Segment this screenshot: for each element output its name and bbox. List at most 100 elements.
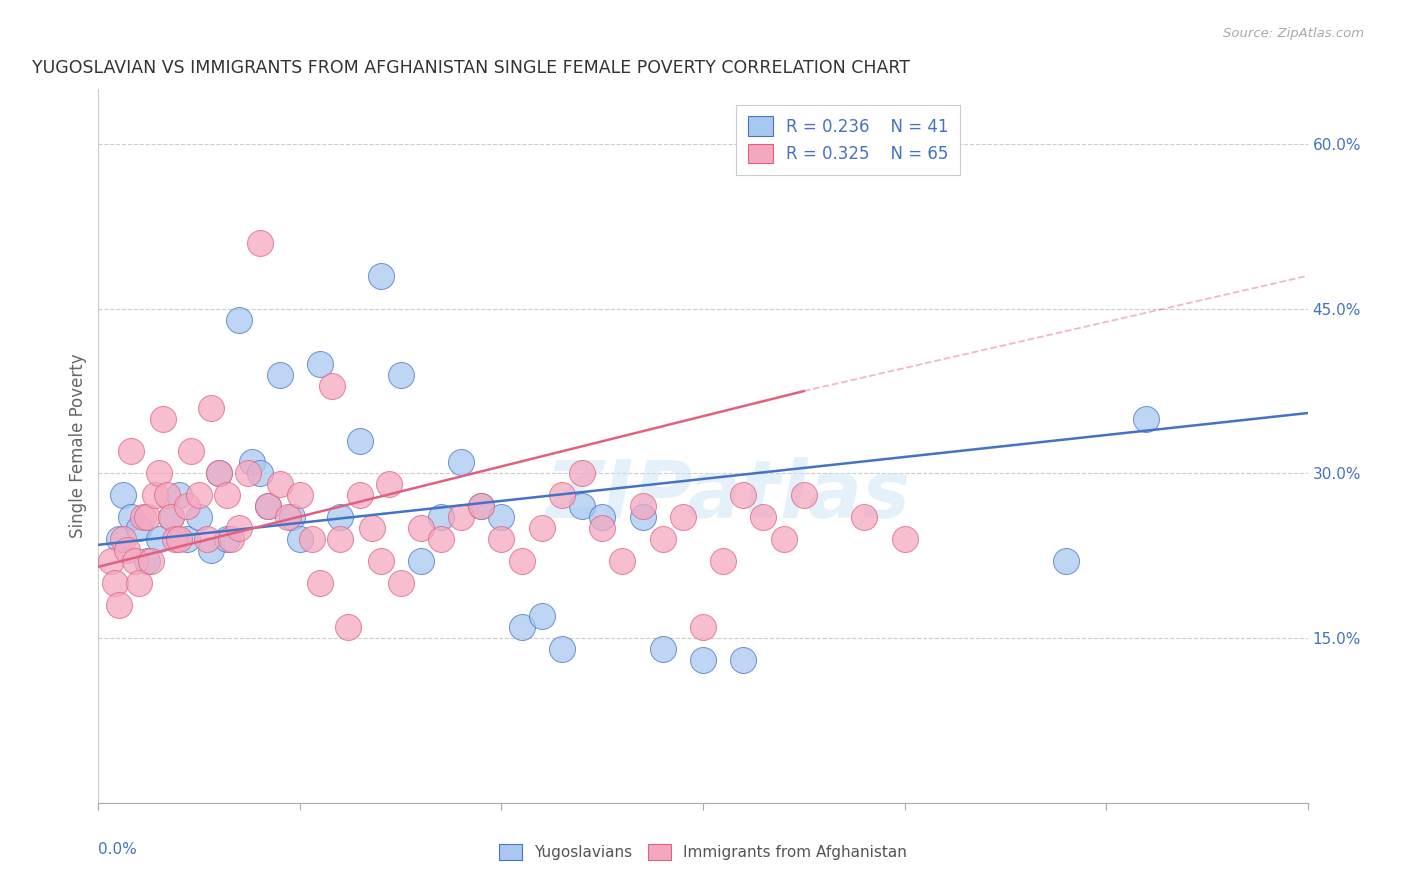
Point bbox=[349, 434, 371, 448]
Point bbox=[672, 510, 695, 524]
Point bbox=[309, 357, 332, 371]
Point bbox=[139, 554, 162, 568]
Point bbox=[510, 554, 533, 568]
Point bbox=[180, 444, 202, 458]
Point bbox=[551, 488, 574, 502]
Point bbox=[370, 554, 392, 568]
Point bbox=[152, 411, 174, 425]
Point bbox=[530, 521, 553, 535]
Point bbox=[470, 500, 492, 514]
Point bbox=[651, 533, 673, 547]
Point bbox=[301, 533, 323, 547]
Point bbox=[148, 533, 170, 547]
Point bbox=[733, 653, 755, 667]
Point bbox=[167, 488, 190, 502]
Point bbox=[111, 533, 134, 547]
Point bbox=[135, 510, 157, 524]
Point bbox=[450, 455, 472, 469]
Point bbox=[733, 488, 755, 502]
Point bbox=[370, 268, 392, 283]
Point bbox=[188, 488, 211, 502]
Point bbox=[530, 609, 553, 624]
Point bbox=[148, 467, 170, 481]
Point bbox=[1054, 554, 1077, 568]
Point bbox=[711, 554, 734, 568]
Point bbox=[228, 521, 250, 535]
Point bbox=[200, 543, 222, 558]
Point bbox=[107, 533, 129, 547]
Point bbox=[111, 488, 134, 502]
Point bbox=[208, 467, 231, 481]
Point bbox=[100, 554, 122, 568]
Point bbox=[309, 576, 332, 591]
Point bbox=[551, 642, 574, 657]
Point bbox=[132, 510, 155, 524]
Point bbox=[430, 510, 453, 524]
Point bbox=[571, 500, 593, 514]
Point bbox=[277, 510, 299, 524]
Point bbox=[103, 576, 125, 591]
Point bbox=[236, 467, 259, 481]
Point bbox=[450, 510, 472, 524]
Point bbox=[491, 510, 513, 524]
Point bbox=[288, 533, 311, 547]
Point bbox=[349, 488, 371, 502]
Point bbox=[752, 510, 775, 524]
Text: YUGOSLAVIAN VS IMMIGRANTS FROM AFGHANISTAN SINGLE FEMALE POVERTY CORRELATION CHA: YUGOSLAVIAN VS IMMIGRANTS FROM AFGHANIST… bbox=[32, 59, 910, 77]
Point bbox=[115, 543, 138, 558]
Point bbox=[217, 533, 239, 547]
Point bbox=[160, 510, 183, 524]
Point bbox=[337, 620, 360, 634]
Point bbox=[793, 488, 815, 502]
Point bbox=[321, 378, 343, 392]
Point bbox=[470, 500, 492, 514]
Point bbox=[256, 500, 278, 514]
Point bbox=[143, 488, 166, 502]
Point bbox=[167, 533, 190, 547]
Point bbox=[361, 521, 384, 535]
Point bbox=[208, 467, 231, 481]
Point bbox=[176, 533, 198, 547]
Point bbox=[853, 510, 876, 524]
Point bbox=[128, 521, 150, 535]
Point bbox=[893, 533, 915, 547]
Point bbox=[430, 533, 453, 547]
Point bbox=[772, 533, 794, 547]
Point bbox=[249, 467, 271, 481]
Point bbox=[240, 455, 263, 469]
Point bbox=[120, 510, 142, 524]
Point bbox=[510, 620, 533, 634]
Text: ZIPatlas: ZIPatlas bbox=[544, 457, 910, 535]
Point bbox=[200, 401, 222, 415]
Point bbox=[631, 500, 654, 514]
Point bbox=[188, 510, 211, 524]
Point bbox=[591, 521, 613, 535]
Point bbox=[269, 368, 291, 382]
Point bbox=[120, 444, 142, 458]
Legend: Yugoslavians, Immigrants from Afghanistan: Yugoslavians, Immigrants from Afghanista… bbox=[494, 838, 912, 866]
Point bbox=[329, 510, 352, 524]
Point bbox=[176, 500, 198, 514]
Point bbox=[107, 598, 129, 612]
Point bbox=[249, 235, 271, 250]
Point bbox=[160, 510, 183, 524]
Point bbox=[269, 477, 291, 491]
Point bbox=[571, 467, 593, 481]
Point bbox=[128, 576, 150, 591]
Point bbox=[288, 488, 311, 502]
Point bbox=[692, 620, 714, 634]
Point bbox=[281, 510, 304, 524]
Point bbox=[156, 488, 179, 502]
Point bbox=[217, 488, 239, 502]
Point bbox=[612, 554, 634, 568]
Text: 0.0%: 0.0% bbox=[98, 842, 138, 857]
Point bbox=[591, 510, 613, 524]
Point bbox=[228, 312, 250, 326]
Point bbox=[256, 500, 278, 514]
Point bbox=[124, 554, 146, 568]
Point bbox=[389, 368, 412, 382]
Point bbox=[221, 533, 243, 547]
Point bbox=[409, 521, 432, 535]
Point bbox=[692, 653, 714, 667]
Point bbox=[135, 554, 157, 568]
